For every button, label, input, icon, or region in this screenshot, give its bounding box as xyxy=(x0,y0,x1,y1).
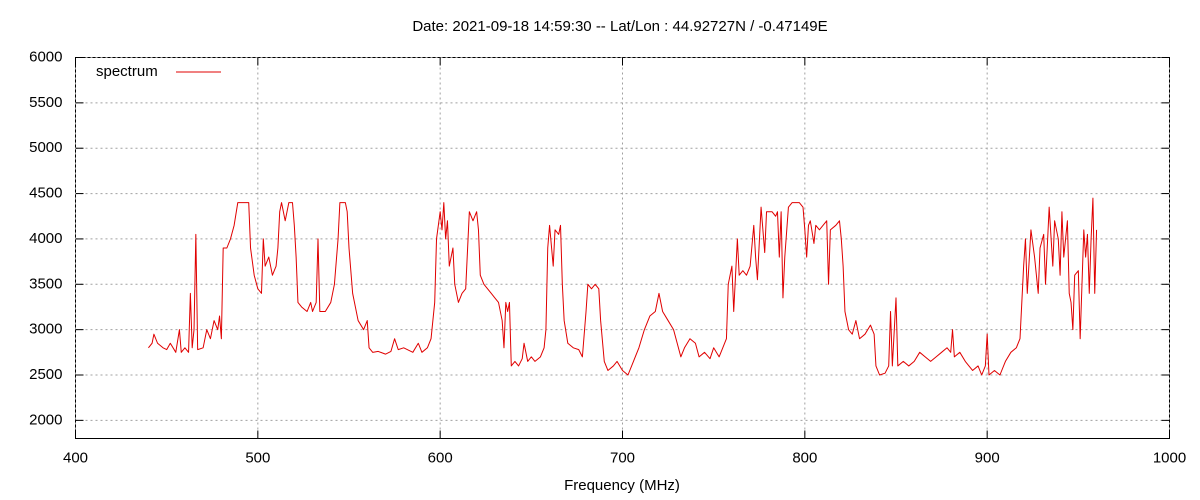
y-tick-label: 4500 xyxy=(29,185,62,202)
y-tick-label: 6000 xyxy=(29,48,62,65)
y-tick-label: 5500 xyxy=(29,94,62,111)
x-axis-label: Frequency (MHz) xyxy=(564,477,680,494)
x-tick-label: 800 xyxy=(792,449,817,466)
y-tick-label: 5000 xyxy=(29,139,62,156)
spectrum-line xyxy=(148,197,1098,376)
x-tick-label: 400 xyxy=(63,449,88,466)
x-tick-label: 500 xyxy=(245,449,270,466)
chart-title: Date: 2021-09-18 14:59:30 -- Lat/Lon : 4… xyxy=(412,18,827,35)
y-tick-label: 3500 xyxy=(29,275,62,292)
x-tick-label: 700 xyxy=(610,449,635,466)
x-tick-label: 1000 xyxy=(1153,449,1186,466)
x-tick-label: 600 xyxy=(428,449,453,466)
y-tick-label: 2500 xyxy=(29,366,62,383)
y-tick-label: 3000 xyxy=(29,321,62,338)
x-tick-label: 900 xyxy=(975,449,1000,466)
legend-label: spectrum xyxy=(96,63,158,80)
y-tick-label: 2000 xyxy=(29,411,62,428)
y-tick-label: 4000 xyxy=(29,230,62,247)
